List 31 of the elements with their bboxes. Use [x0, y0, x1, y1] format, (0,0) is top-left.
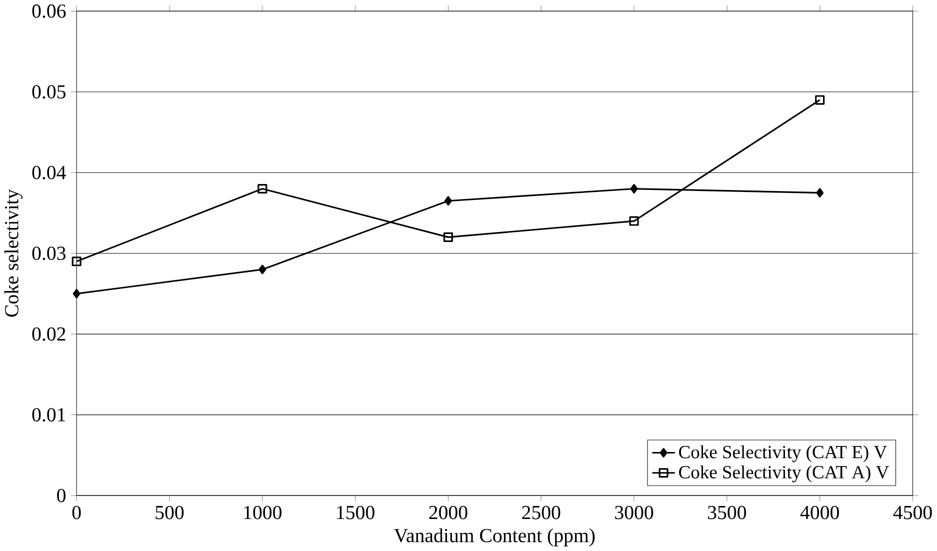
- y-tick-label: 0: [57, 488, 66, 502]
- x-tick-label: 2500: [522, 506, 560, 520]
- y-tick-label: 0.02: [32, 327, 66, 341]
- y-tick-label: 0.01: [32, 408, 66, 422]
- point: [258, 264, 266, 274]
- x-tick-label: 1000: [244, 506, 282, 520]
- point: [444, 196, 452, 206]
- point: [258, 184, 268, 194]
- x-tick-label: 4500: [893, 506, 932, 520]
- point: [72, 256, 82, 266]
- x-tick-label: 0: [72, 506, 81, 520]
- legend-label: Coke Selectivity (CAT E) V: [679, 445, 887, 462]
- y-axis-title: Coke selectivity: [4, 189, 22, 317]
- x-tick-label: 1500: [337, 506, 374, 520]
- x-tick-label: 2000: [429, 506, 468, 520]
- legend-label: Coke Selectivity (CAT A) V: [679, 466, 889, 482]
- x-tick-label: 500: [156, 506, 184, 520]
- point: [72, 289, 80, 299]
- point: [815, 95, 825, 105]
- y-tick-label: 0.03: [32, 246, 66, 260]
- x-tick-label: 4000: [800, 506, 839, 520]
- x-axis-title: Vanadium Content (ppm): [394, 528, 595, 546]
- point: [630, 184, 638, 194]
- y-tick-label: 0.04: [32, 166, 66, 180]
- point: [629, 216, 639, 226]
- point: [816, 188, 824, 198]
- x-tick-label: 3500: [708, 506, 746, 520]
- point: [443, 232, 453, 242]
- y-tick-label: 0.06: [32, 4, 66, 18]
- x-tick-label: 3000: [615, 506, 654, 520]
- y-tick-label: 0.05: [32, 85, 66, 99]
